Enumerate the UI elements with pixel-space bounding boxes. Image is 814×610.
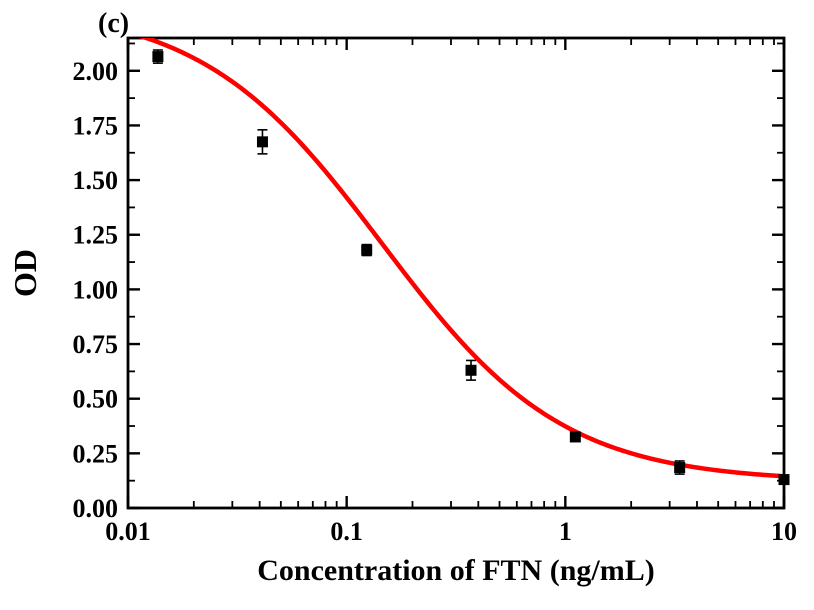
x-axis-label: Concentration of FTN (ng/mL): [257, 554, 654, 587]
y-tick-label: 1.00: [73, 275, 119, 304]
data-point: [570, 432, 580, 442]
plot-frame: [128, 38, 784, 508]
dose-response-chart: 0.010.11100.000.250.500.751.001.251.501.…: [0, 0, 814, 610]
y-tick-label: 0.75: [73, 330, 119, 359]
fit-curve: [128, 32, 784, 476]
x-tick-label: 0.1: [330, 517, 363, 546]
y-tick-label: 1.50: [73, 166, 119, 195]
y-tick-label: 1.25: [73, 221, 119, 250]
data-point: [466, 365, 476, 375]
data-point: [675, 463, 685, 473]
x-tick-label: 10: [771, 517, 797, 546]
y-axis-label: OD: [7, 249, 43, 297]
y-tick-label: 0.50: [73, 385, 119, 414]
y-tick-label: 0.00: [73, 494, 119, 523]
panel-label: (c): [98, 8, 129, 39]
x-tick-label: 1: [559, 517, 572, 546]
y-tick-label: 0.25: [73, 439, 119, 468]
data-point: [153, 52, 163, 62]
y-tick-label: 2.00: [73, 57, 119, 86]
data-point: [362, 245, 372, 255]
y-tick-label: 1.75: [73, 111, 119, 140]
chart-container: 0.010.11100.000.250.500.751.001.251.501.…: [0, 0, 814, 610]
data-point: [257, 137, 267, 147]
data-point: [779, 475, 789, 485]
